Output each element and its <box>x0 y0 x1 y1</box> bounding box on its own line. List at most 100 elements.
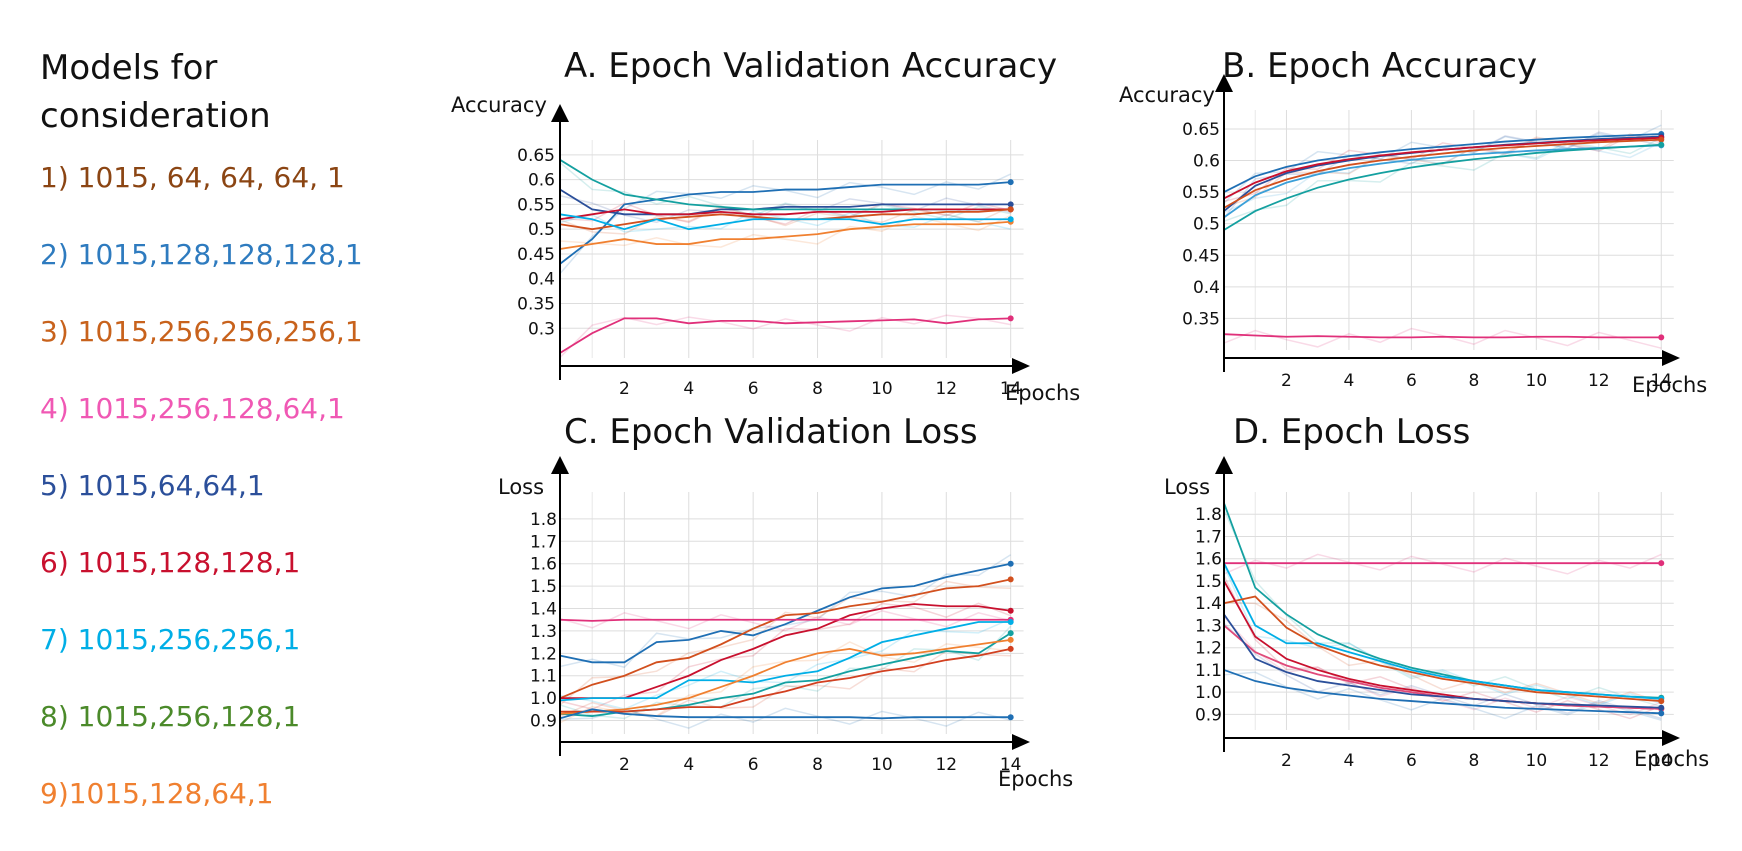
x-tick-label: 10 <box>1526 371 1548 391</box>
y-axis-arrow <box>1215 74 1233 92</box>
faint-trace-line <box>1223 137 1662 222</box>
faint-trace-line <box>1223 601 1662 705</box>
x-axis-label: Epochs <box>998 767 1073 791</box>
faint-trace-line <box>1223 509 1662 708</box>
series-end-point <box>1007 618 1014 625</box>
x-tick-label: 2 <box>619 379 630 399</box>
y-tick-label: 1.5 <box>1195 572 1222 592</box>
chart-b-title: B. Epoch Accuracy <box>1222 46 1538 86</box>
series-line <box>559 181 1011 265</box>
legend-item: 6) 1015,128,128,1 <box>40 546 301 579</box>
y-tick-label: 1.3 <box>530 622 557 642</box>
faint-trace-line <box>1223 131 1662 219</box>
legend-items: 1) 1015, 64, 64, 64, 1 2) 1015,128,128,12… <box>40 158 440 851</box>
faint-trace-line <box>559 625 1012 720</box>
series-line <box>560 647 1011 713</box>
x-axis-arrow <box>1012 734 1030 750</box>
series-end-point <box>1007 607 1014 614</box>
series-line <box>559 578 1011 699</box>
faint-trace-line <box>1223 565 1662 706</box>
x-tick-label: 12 <box>1588 371 1610 391</box>
y-tick-label: 1.1 <box>1195 661 1222 681</box>
x-tick-label: 6 <box>748 379 759 399</box>
legend-item: 8) 1015,256,128,1 <box>40 700 301 733</box>
series-end-point <box>1007 630 1014 637</box>
x-tick-label: 14 <box>1000 379 1022 399</box>
y-axis-label: Loss <box>1164 475 1210 499</box>
faint-trace-line <box>1223 133 1662 208</box>
x-tick-label: 6 <box>1406 371 1417 391</box>
x-tick-label: 12 <box>935 379 957 399</box>
x-axis-label: Epochs <box>1634 747 1709 771</box>
x-tick-label: 14 <box>1650 371 1672 391</box>
x-tick-label: 10 <box>1526 751 1548 771</box>
y-axis-label: Loss <box>498 475 544 499</box>
series-line <box>1223 562 1662 700</box>
series-end-point <box>1007 206 1014 213</box>
y-tick-label: 0.65 <box>1182 120 1220 140</box>
series-line <box>559 621 1011 702</box>
x-tick-label: 8 <box>1468 751 1479 771</box>
y-tick-label: 1.8 <box>530 510 557 530</box>
series-end-point <box>1007 645 1014 652</box>
faint-trace-line <box>559 707 1011 729</box>
chart-d-title: D. Epoch Loss <box>1233 412 1471 452</box>
x-tick-label: 2 <box>1281 371 1292 391</box>
series-line <box>1223 669 1662 715</box>
series-end-point <box>1007 216 1014 223</box>
x-tick-label: 4 <box>1344 751 1355 771</box>
series-line <box>559 188 1011 216</box>
series-line <box>1223 143 1662 231</box>
x-axis-arrow <box>1662 730 1680 746</box>
legend-item: 5) 1015,64,64,1 <box>40 469 265 502</box>
x-tick-label: 2 <box>1281 751 1292 771</box>
x-tick-label: 4 <box>683 755 694 775</box>
x-axis-label: Epochs <box>1005 381 1080 405</box>
series-end-point <box>1007 560 1014 567</box>
x-tick-label: 8 <box>812 755 823 775</box>
y-tick-label: 1.3 <box>1195 616 1222 636</box>
y-tick-label: 0.9 <box>1195 705 1222 725</box>
series-line <box>1223 613 1662 709</box>
x-axis-label: Epochs <box>1632 373 1707 397</box>
y-tick-label: 1.4 <box>1195 594 1222 614</box>
y-axis-label: Accuracy <box>451 93 547 117</box>
chart-d-plot: 2 4 6 8 10 12 14 0.91.01.11.2 1.31.41.51.6 1.71.8… <box>1164 456 1709 771</box>
y-tick-label: 0.65 <box>517 146 555 166</box>
y-tick-label: 0.55 <box>517 195 555 215</box>
y-tick-label: 0.35 <box>517 295 555 315</box>
x-tick-label: 4 <box>683 379 694 399</box>
x-tick-label: 14 <box>1000 755 1022 775</box>
legend-item: 1) 1015, 64, 64, 64, 1 <box>40 161 345 194</box>
x-tick-label: 6 <box>1406 751 1417 771</box>
y-axis-arrow <box>1215 456 1233 474</box>
x-axis-arrow <box>1012 358 1030 374</box>
legend-item: 9)1015,128,64,1 <box>40 777 274 810</box>
legend-item: 4) 1015,256,128,64,1 <box>40 392 345 425</box>
y-tick-label: 1.6 <box>1195 550 1222 570</box>
y-tick-label: 0.6 <box>528 171 555 191</box>
faint-trace-line <box>1223 616 1662 716</box>
y-tick-label: 0.45 <box>1182 246 1220 266</box>
y-axis-arrow <box>551 456 569 474</box>
series-end-point <box>1007 576 1014 583</box>
x-tick-label: 10 <box>871 379 893 399</box>
series-line <box>1223 144 1662 219</box>
series-line <box>559 208 1011 221</box>
chart-a-plot: 2 4 6 8 10 12 14 0.3 0.35 0.4 0.45 0.5 0.55 0.6 0.65 Ac… <box>451 93 1080 405</box>
legend-item: 2) 1015,128,128,128,1 <box>40 238 363 271</box>
faint-trace-line <box>559 610 1011 632</box>
series-end-point <box>1007 179 1014 186</box>
x-tick-label: 8 <box>812 379 823 399</box>
y-tick-label: 1.6 <box>530 555 557 575</box>
x-tick-label: 8 <box>1468 371 1479 391</box>
y-tick-label: 1.7 <box>530 532 557 552</box>
y-tick-label: 1.1 <box>530 667 557 687</box>
chart-c-plot: 2 4 6 8 10 12 14 0.9 1.01.1 1.21.31.4 1.51.6 1.71.8… <box>498 456 1073 791</box>
faint-trace-line <box>1223 553 1662 575</box>
legend-item: 7) 1015,256,256,1 <box>40 623 301 656</box>
y-tick-label: 1.0 <box>530 689 557 709</box>
series-end-point <box>1007 201 1014 208</box>
series-end-point <box>1007 636 1014 643</box>
